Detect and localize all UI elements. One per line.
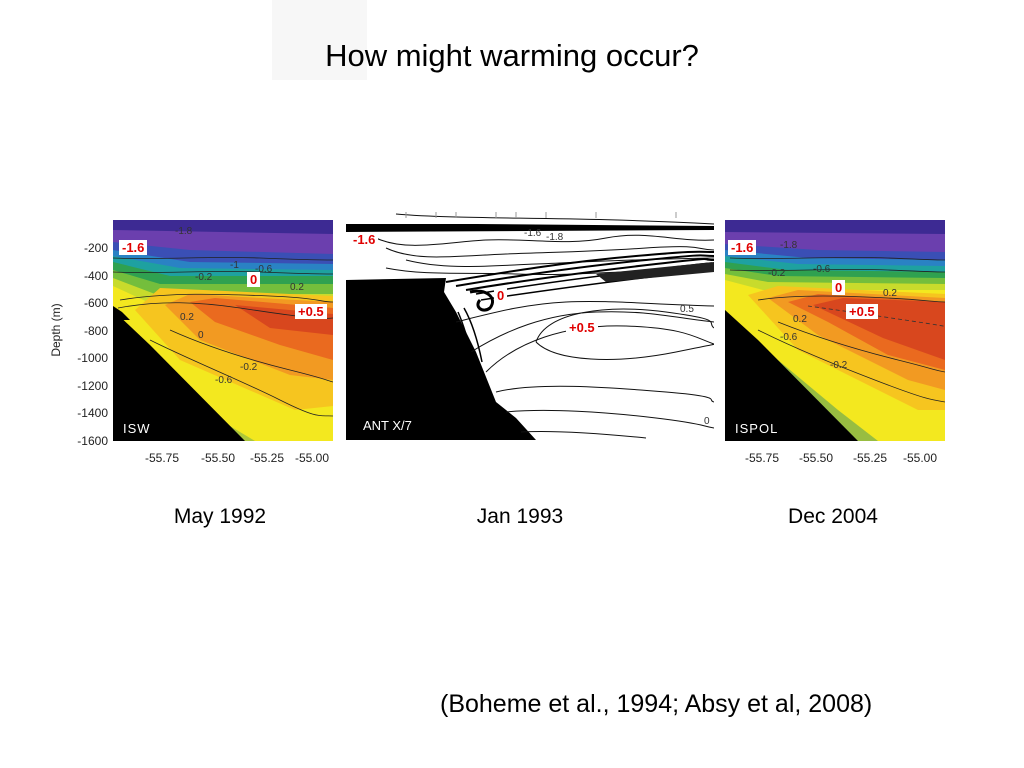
panel-tag: ISPOL: [735, 421, 778, 436]
contour-label: -1.8: [780, 240, 798, 251]
contour-label: -0.2: [240, 362, 258, 373]
panel-ispol: -1.8 -0.6 -0.2 0.2 0.2 -0.6 -0.2 ISPOL -…: [718, 210, 954, 475]
x-axis: -55.75 -55.50 -55.25 -55.00: [745, 451, 937, 465]
x-tick-label: -55.75: [145, 451, 179, 465]
x-tick-label: -55.25: [250, 451, 284, 465]
panel-ant-x7-figure: -1.6 -1.8 0.5 0 ANT X/7: [346, 212, 714, 440]
contour-label: 0: [198, 330, 204, 341]
y-tick-label: -1000: [77, 351, 108, 365]
x-tick-label: -55.75: [745, 451, 779, 465]
panel-date-ispol: Dec 2004: [788, 505, 878, 528]
panel-ant-x7: -1.6 -1.8 0.5 0 ANT X/7 -1.6 0 +0.5: [346, 212, 714, 442]
y-axis: -200 -400 -600 -800 -1000 -1200 -1400 -1…: [77, 241, 108, 448]
temperature-label-cold: -1.6: [119, 240, 148, 255]
panel-ispol-figure: -1.8 -0.6 -0.2 0.2 0.2 -0.6 -0.2 ISPOL -…: [725, 220, 945, 465]
x-tick-label: -55.50: [201, 451, 235, 465]
y-tick-label: -1200: [77, 379, 108, 393]
contour-label: 0.2: [883, 288, 897, 299]
x-tick-label: -55.50: [799, 451, 833, 465]
slide-title: How might warming occur?: [325, 38, 699, 73]
contour-label: 0.2: [793, 314, 807, 325]
contour-label: -0.2: [195, 272, 213, 283]
contour-label: -0.6: [780, 332, 798, 343]
temperature-label-warm: +0.5: [295, 304, 327, 319]
contour-label: 0.2: [180, 312, 194, 323]
temperature-label-zero: 0: [247, 272, 261, 287]
y-tick-label: -800: [84, 324, 108, 338]
contour-label: 0: [704, 416, 710, 427]
x-axis: -55.75 -55.50 -55.25 -55.00: [145, 451, 329, 465]
x-tick-label: -55.00: [903, 451, 937, 465]
contour-label: -0.6: [813, 264, 831, 275]
temperature-label-zero: 0: [494, 288, 508, 303]
contour-label: -1.8: [175, 226, 193, 237]
contour-label: -0.2: [768, 268, 786, 279]
panel-date-ant-x7: Jan 1993: [476, 505, 564, 528]
x-tick-label: -55.25: [853, 451, 887, 465]
y-axis-label: Depth (m): [49, 303, 63, 356]
panel-isw-figure: -1.8 -1 -0.6 -0.2 0.2 0.2 0 -0.2 -0.6 IS…: [49, 220, 333, 465]
title-background-artifact: [272, 0, 367, 80]
x-tick-label: -55.00: [295, 451, 329, 465]
contour-label: -0.6: [215, 375, 233, 386]
y-tick-label: -200: [84, 241, 108, 255]
contour-label: -1.6: [524, 228, 542, 239]
contour-label: -1.8: [546, 232, 564, 243]
y-tick-label: -400: [84, 269, 108, 283]
contour-label: -0.2: [830, 360, 848, 371]
y-tick-label: -1600: [77, 434, 108, 448]
y-tick-label: -1400: [77, 406, 108, 420]
contour-label: 0.5: [680, 304, 694, 315]
contour-label: 0.2: [290, 282, 304, 293]
panel-isw: -1.8 -1 -0.6 -0.2 0.2 0.2 0 -0.2 -0.6 IS…: [40, 210, 340, 475]
contour-label: -1: [230, 260, 239, 271]
panel-tag: ISW: [123, 421, 151, 436]
panel-date-isw: May 1992: [173, 505, 267, 528]
panel-tag: ANT X/7: [363, 418, 412, 433]
y-tick-label: -600: [84, 296, 108, 310]
temperature-label-warm: +0.5: [846, 304, 878, 319]
citation: (Boheme et al., 1994; Absy et al, 2008): [440, 690, 873, 718]
temperature-label-zero: 0: [832, 280, 846, 295]
temperature-label-cold: -1.6: [728, 240, 757, 255]
temperature-label-cold: -1.6: [350, 232, 379, 247]
temperature-label-warm: +0.5: [566, 320, 598, 335]
contour-label: -0.6: [255, 264, 273, 275]
